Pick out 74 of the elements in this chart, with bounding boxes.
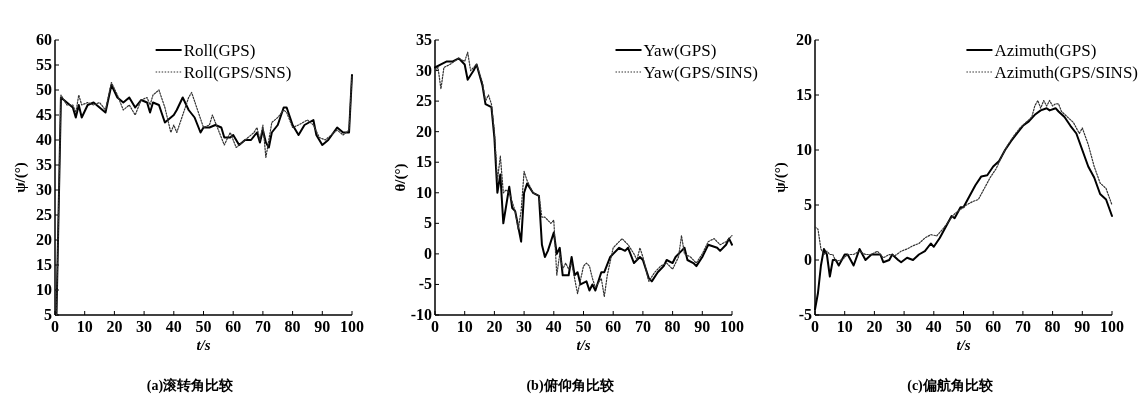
x-tick-label: 40 bbox=[545, 318, 562, 335]
y-tick-label: 30 bbox=[416, 61, 432, 79]
y-tick-label: 10 bbox=[796, 141, 812, 158]
y-tick-label: 20 bbox=[36, 231, 52, 248]
x-tick-label: 40 bbox=[165, 318, 182, 335]
y-tick-label: 0 bbox=[424, 244, 432, 262]
y-tick-label: 25 bbox=[36, 206, 52, 223]
y-tick-label: 30 bbox=[36, 181, 52, 198]
y-tick-label: 35 bbox=[416, 31, 432, 48]
x-tick-label: 20 bbox=[866, 318, 883, 335]
x-tick-label: 10 bbox=[76, 318, 93, 335]
x-tick-label: 60 bbox=[985, 318, 1002, 335]
y-tick-label: 60 bbox=[36, 31, 52, 48]
y-tick-label: 5 bbox=[44, 306, 52, 323]
y-tick-label: 35 bbox=[36, 156, 52, 173]
y-tick-label: 5 bbox=[804, 196, 812, 213]
x-tick-label: 90 bbox=[1074, 318, 1091, 335]
line-series bbox=[814, 99, 1113, 262]
y-axis-title: ψ/(°) bbox=[772, 162, 789, 193]
x-tick-label: 50 bbox=[955, 318, 972, 335]
x-tick-label: 30 bbox=[896, 318, 913, 335]
x-tick-label: 70 bbox=[634, 318, 651, 335]
x-tick-label: 60 bbox=[605, 318, 622, 335]
x-tick-label: 40 bbox=[925, 318, 942, 335]
y-tick-label: 55 bbox=[36, 56, 52, 73]
y-tick-label: 10 bbox=[416, 183, 432, 201]
x-tick-label: 80 bbox=[284, 318, 301, 335]
y-tick-label: 20 bbox=[416, 122, 432, 140]
x-tick-label: 100 bbox=[1100, 318, 1124, 335]
y-tick-label: -10 bbox=[410, 306, 432, 323]
x-axis-title: t/s bbox=[196, 337, 211, 353]
x-tick-label: 100 bbox=[340, 318, 364, 335]
x-tick-label: 80 bbox=[664, 318, 681, 335]
x-tick-label: 30 bbox=[136, 318, 153, 335]
text: (b)俯仰角比较 bbox=[526, 378, 615, 394]
legend-label: Yaw(GPS) bbox=[643, 41, 717, 60]
legend-label: Azimuth(GPS) bbox=[994, 41, 1097, 60]
y-tick-label: 10 bbox=[36, 281, 52, 298]
x-tick-label: 100 bbox=[720, 318, 744, 335]
y-tick-label: -5 bbox=[418, 275, 432, 293]
y-tick-label: 15 bbox=[416, 153, 432, 171]
y-axis-title: ψ/(°) bbox=[12, 162, 29, 193]
y-tick-label: 5 bbox=[424, 214, 432, 232]
y-tick-label: 40 bbox=[36, 131, 52, 148]
x-tick-label: 60 bbox=[225, 318, 242, 335]
y-tick-label: 25 bbox=[416, 92, 432, 110]
y-tick-label: -5 bbox=[798, 306, 812, 323]
x-tick-label: 50 bbox=[575, 318, 592, 335]
x-tick-label: 20 bbox=[106, 318, 123, 335]
x-tick-label: 90 bbox=[314, 318, 331, 335]
x-tick-label: 70 bbox=[254, 318, 271, 335]
y-tick-label: 20 bbox=[796, 31, 812, 48]
x-axis-title: t/s bbox=[576, 337, 591, 353]
y-tick-label: 0 bbox=[804, 251, 812, 268]
x-tick-label: 10 bbox=[456, 318, 473, 335]
legend-label: Azimuth(GPS/SINS) bbox=[994, 63, 1138, 82]
y-tick-label: 50 bbox=[36, 81, 52, 98]
y-tick-label: 45 bbox=[36, 106, 52, 123]
text: (c)偏航角比较 bbox=[907, 377, 994, 394]
y-axis-title: θ/(°) bbox=[392, 163, 409, 192]
y-tick-label: 15 bbox=[796, 86, 812, 103]
x-tick-label: 80 bbox=[1044, 318, 1061, 335]
x-tick-label: 70 bbox=[1014, 318, 1031, 335]
y-tick-label: 15 bbox=[36, 256, 52, 273]
legend-label: Yaw(GPS/SINS) bbox=[643, 63, 758, 82]
legend-label: Roll(GPS/SNS) bbox=[183, 63, 292, 82]
x-tick-label: 30 bbox=[516, 318, 533, 335]
text: (a)滚转角比较 bbox=[146, 377, 235, 394]
x-tick-label: 90 bbox=[694, 318, 711, 335]
x-tick-label: 10 bbox=[836, 318, 853, 335]
x-tick-label: 50 bbox=[195, 318, 212, 335]
x-tick-label: 20 bbox=[486, 318, 503, 335]
x-axis-title: t/s bbox=[956, 337, 971, 353]
legend-label: Roll(GPS) bbox=[183, 41, 256, 60]
